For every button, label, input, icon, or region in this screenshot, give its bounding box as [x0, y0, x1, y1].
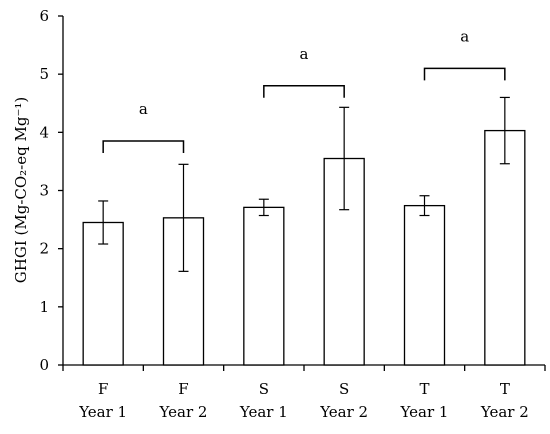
x-category-sublabel: Year 2	[159, 403, 208, 421]
significance-label: a	[300, 45, 309, 63]
significance-bracket	[423, 67, 506, 81]
y-tick-label: 1	[39, 298, 49, 316]
y-tick-label: 4	[39, 123, 49, 141]
bar	[243, 206, 285, 366]
significance-bracket	[263, 85, 345, 98]
x-category-label: F	[98, 380, 108, 398]
significance-label: a	[460, 27, 469, 45]
x-category-sublabel: Year 1	[78, 403, 127, 421]
y-tick-label: 3	[39, 182, 49, 200]
bar	[403, 204, 446, 366]
y-tick-label: 5	[39, 65, 49, 83]
y-tick-label: 6	[39, 7, 49, 25]
x-category-label: F	[178, 380, 188, 398]
x-category-sublabel: Year 2	[319, 403, 368, 421]
significance-bracket	[102, 140, 185, 154]
y-tick-label: 0	[39, 356, 49, 374]
x-category-label: S	[259, 380, 269, 398]
y-tick-label: 2	[39, 240, 49, 258]
y-axis-label: GHGI (Mg-CO₂-eq Mg⁻¹)	[12, 97, 30, 283]
x-category-label: S	[339, 380, 349, 398]
significance-label: a	[139, 100, 148, 118]
x-category-label: T	[419, 380, 429, 398]
x-category-sublabel: Year 1	[400, 403, 449, 421]
x-category-label: T	[500, 380, 510, 398]
x-category-sublabel: Year 2	[480, 403, 529, 421]
bar	[82, 221, 124, 366]
plot-area: 0 1 2 3 4 5 6 F Year 1 F Year 2 S Year 1 S Year 2 T Year…	[39, 7, 546, 421]
x-category-sublabel: Year 1	[239, 403, 288, 421]
bar	[484, 129, 526, 366]
